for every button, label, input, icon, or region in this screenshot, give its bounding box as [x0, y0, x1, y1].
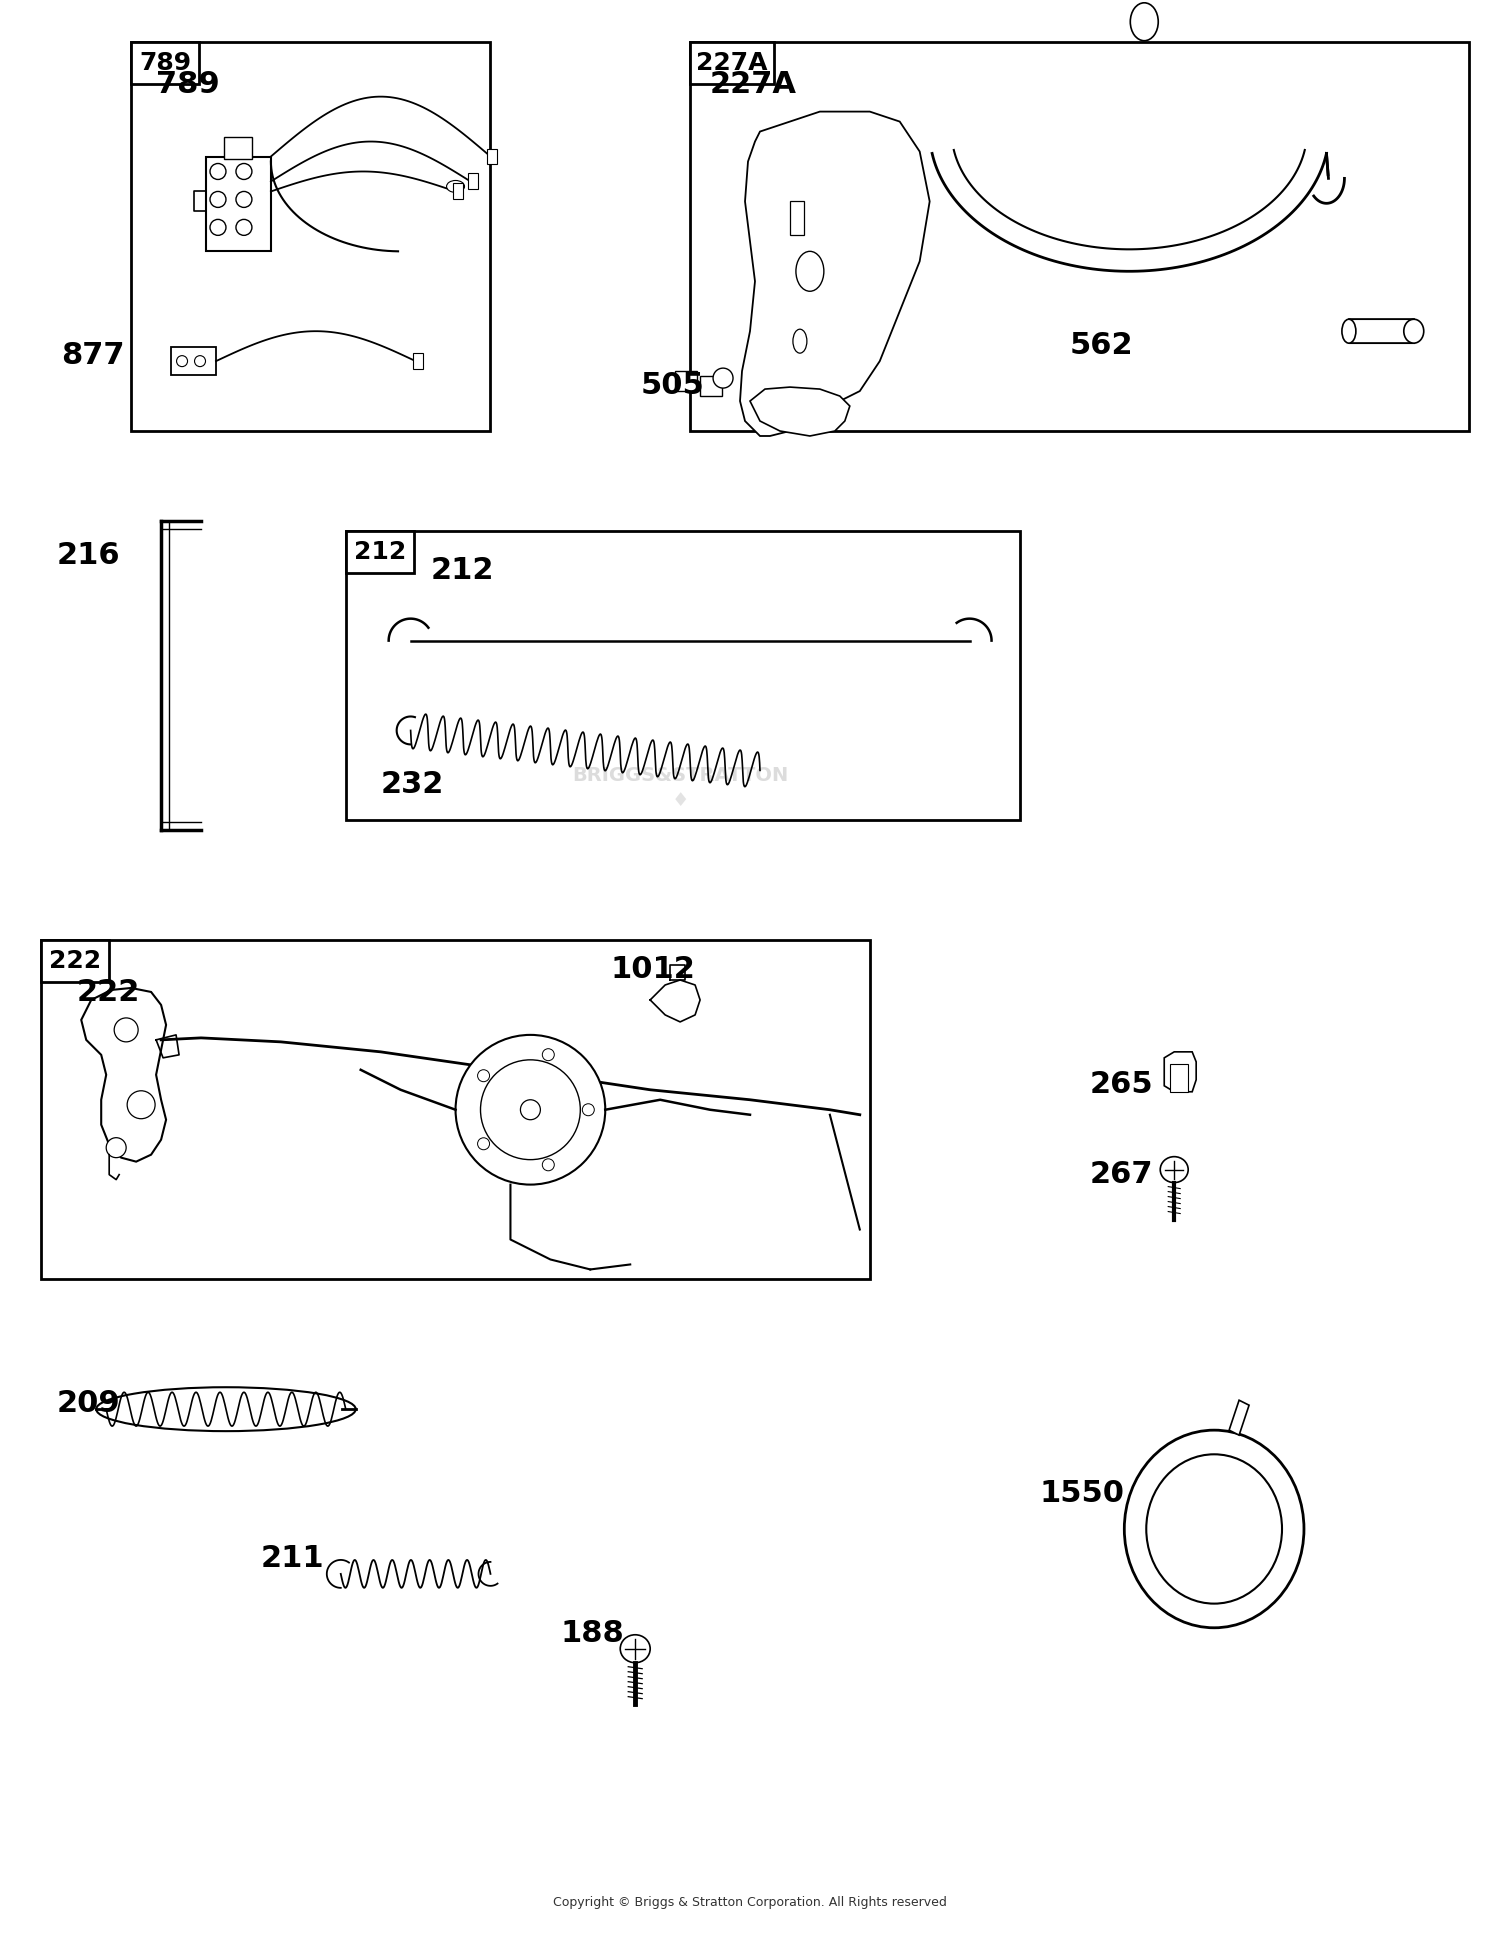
Ellipse shape — [794, 330, 807, 353]
Bar — [42, 939, 110, 982]
Ellipse shape — [1160, 1157, 1188, 1182]
Text: 265: 265 — [1089, 1069, 1154, 1099]
Polygon shape — [750, 386, 850, 437]
Ellipse shape — [210, 219, 226, 235]
Bar — [413, 353, 423, 369]
Bar — [130, 41, 490, 431]
Ellipse shape — [128, 1091, 154, 1118]
Text: 562: 562 — [1070, 332, 1132, 361]
Text: 212: 212 — [354, 540, 407, 563]
Ellipse shape — [114, 1017, 138, 1042]
Ellipse shape — [236, 219, 252, 235]
Bar — [345, 530, 1020, 821]
Ellipse shape — [712, 369, 734, 388]
Text: 227A: 227A — [710, 70, 797, 99]
Text: 232: 232 — [381, 771, 444, 800]
Polygon shape — [1164, 1052, 1196, 1091]
Text: 877: 877 — [62, 342, 124, 371]
Text: 212: 212 — [430, 555, 494, 584]
Ellipse shape — [520, 1101, 540, 1120]
Text: 211: 211 — [261, 1543, 324, 1572]
Bar — [171, 347, 216, 375]
Text: 209: 209 — [57, 1390, 120, 1419]
Text: 505: 505 — [640, 371, 704, 400]
Ellipse shape — [1146, 1454, 1282, 1603]
Text: ♦: ♦ — [672, 790, 688, 809]
Ellipse shape — [477, 1137, 489, 1149]
Ellipse shape — [1404, 318, 1423, 344]
Bar — [453, 184, 462, 200]
Ellipse shape — [210, 163, 226, 179]
Ellipse shape — [477, 1069, 489, 1081]
Bar — [1170, 1064, 1188, 1091]
Text: 188: 188 — [561, 1619, 624, 1648]
Ellipse shape — [236, 163, 252, 179]
Text: 789: 789 — [156, 70, 220, 99]
Bar — [488, 149, 498, 165]
Bar — [345, 530, 414, 573]
Polygon shape — [740, 111, 930, 437]
Polygon shape — [81, 988, 166, 1161]
Polygon shape — [1228, 1399, 1250, 1434]
Text: 789: 789 — [140, 50, 190, 74]
Text: 222: 222 — [76, 978, 140, 1007]
Bar — [790, 202, 804, 235]
Ellipse shape — [796, 250, 824, 291]
Text: Copyright © Briggs & Stratton Corporation. All Rights reserved: Copyright © Briggs & Stratton Corporatio… — [554, 1896, 946, 1910]
Bar — [130, 41, 200, 83]
Text: 1550: 1550 — [1040, 1479, 1125, 1508]
Ellipse shape — [177, 355, 188, 367]
Ellipse shape — [236, 192, 252, 208]
Ellipse shape — [1342, 318, 1356, 344]
Text: 222: 222 — [50, 949, 102, 972]
Bar — [1348, 318, 1414, 344]
Ellipse shape — [1125, 1431, 1304, 1628]
Bar — [42, 939, 870, 1279]
Text: 1012: 1012 — [610, 955, 695, 984]
Text: 216: 216 — [57, 542, 120, 571]
Ellipse shape — [447, 181, 465, 192]
Bar — [224, 136, 252, 159]
Bar — [468, 173, 477, 190]
Ellipse shape — [480, 1060, 580, 1159]
Bar — [700, 377, 721, 396]
Ellipse shape — [1131, 2, 1158, 41]
Ellipse shape — [96, 1388, 356, 1431]
Text: 227A: 227A — [696, 50, 768, 74]
Ellipse shape — [456, 1035, 606, 1184]
Ellipse shape — [543, 1048, 555, 1060]
Bar — [690, 41, 774, 83]
Bar — [690, 41, 1468, 431]
Bar — [675, 371, 698, 390]
Text: 267: 267 — [1089, 1159, 1154, 1188]
Ellipse shape — [543, 1159, 555, 1170]
Ellipse shape — [582, 1104, 594, 1116]
Ellipse shape — [620, 1634, 650, 1663]
Ellipse shape — [195, 355, 206, 367]
Bar — [206, 157, 272, 250]
Ellipse shape — [106, 1137, 126, 1157]
Ellipse shape — [210, 192, 226, 208]
Text: BRIGGS&STRATTON: BRIGGS&STRATTON — [572, 767, 789, 784]
